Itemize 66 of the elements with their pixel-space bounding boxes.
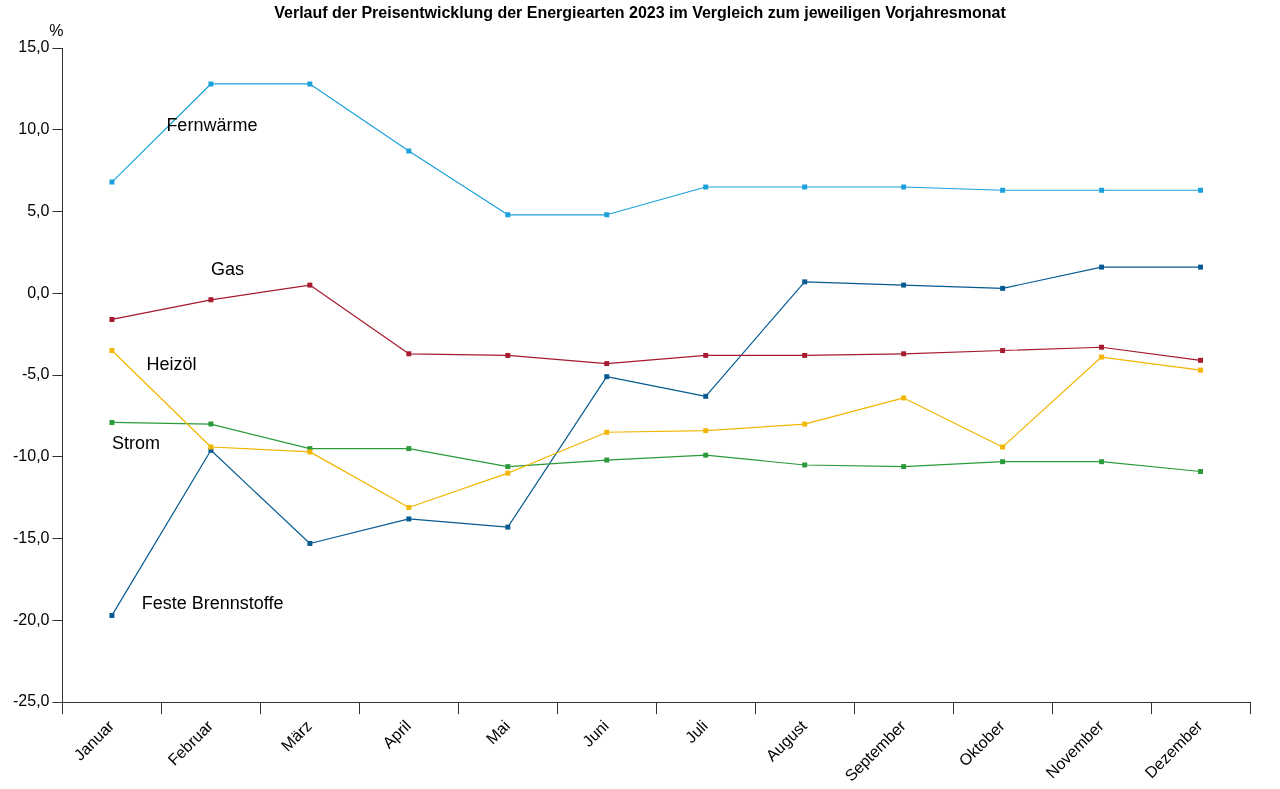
point bbox=[505, 464, 511, 470]
point bbox=[604, 374, 610, 380]
point bbox=[208, 421, 214, 427]
chart-title: Verlauf der Preisentwicklung der Energiearten 2023 im Vergleich zum jeweiligen Vorjahresmonat bbox=[273, 4, 1007, 22]
point bbox=[505, 524, 511, 530]
point bbox=[1198, 187, 1203, 193]
point bbox=[109, 179, 115, 185]
point bbox=[406, 516, 412, 522]
point bbox=[1000, 348, 1006, 353]
point bbox=[307, 282, 313, 288]
point bbox=[1099, 344, 1105, 350]
point bbox=[802, 279, 808, 285]
point bbox=[505, 470, 511, 476]
y-tick-label: 0,0 bbox=[27, 283, 50, 301]
point bbox=[1198, 367, 1203, 373]
point bbox=[604, 457, 610, 463]
point bbox=[604, 212, 610, 218]
point bbox=[1099, 264, 1105, 270]
y-tick-label: 5,0 bbox=[27, 201, 50, 219]
y-tick-label: -20,0 bbox=[13, 610, 50, 628]
point bbox=[703, 393, 709, 399]
point bbox=[802, 421, 808, 427]
y-tick-label: 15,0 bbox=[18, 38, 50, 56]
point bbox=[1099, 187, 1105, 193]
point bbox=[406, 351, 412, 357]
point bbox=[901, 395, 907, 401]
series-label: Strom bbox=[111, 432, 160, 453]
point bbox=[901, 464, 907, 470]
point bbox=[604, 361, 610, 367]
series-label: Fernwärme bbox=[166, 115, 258, 136]
point bbox=[1198, 357, 1203, 363]
point bbox=[307, 540, 313, 546]
x-tick-label: Juli bbox=[681, 717, 711, 747]
y-tick-label: -10,0 bbox=[13, 447, 50, 465]
point bbox=[109, 348, 115, 353]
y-tick-label: -25,0 bbox=[13, 692, 50, 710]
point bbox=[703, 352, 709, 358]
point bbox=[1198, 264, 1203, 270]
point bbox=[406, 505, 412, 510]
point bbox=[1000, 459, 1006, 465]
point bbox=[505, 352, 511, 358]
point bbox=[109, 419, 115, 425]
series-label: Feste Brennstoffe bbox=[141, 592, 284, 613]
series-label: Gas bbox=[210, 259, 244, 280]
point bbox=[1000, 285, 1006, 291]
point bbox=[505, 212, 511, 218]
point bbox=[901, 282, 907, 288]
y-tick-label: 10,0 bbox=[18, 120, 50, 138]
point bbox=[109, 316, 115, 322]
point bbox=[109, 612, 115, 618]
point bbox=[208, 297, 214, 303]
series-label: Heizöl bbox=[146, 354, 197, 375]
point bbox=[901, 351, 907, 357]
point bbox=[1000, 187, 1006, 193]
point bbox=[406, 446, 412, 452]
y-axis-title: % bbox=[49, 22, 64, 40]
point bbox=[1099, 354, 1105, 360]
point bbox=[1198, 469, 1203, 474]
y-tick-label: -5,0 bbox=[21, 365, 50, 383]
point bbox=[1099, 459, 1105, 465]
y-tick-label: -15,0 bbox=[13, 528, 50, 546]
point bbox=[703, 452, 709, 458]
point bbox=[703, 428, 709, 434]
x-tick-label: Mai bbox=[482, 717, 514, 748]
point bbox=[802, 352, 808, 358]
point bbox=[604, 429, 610, 435]
